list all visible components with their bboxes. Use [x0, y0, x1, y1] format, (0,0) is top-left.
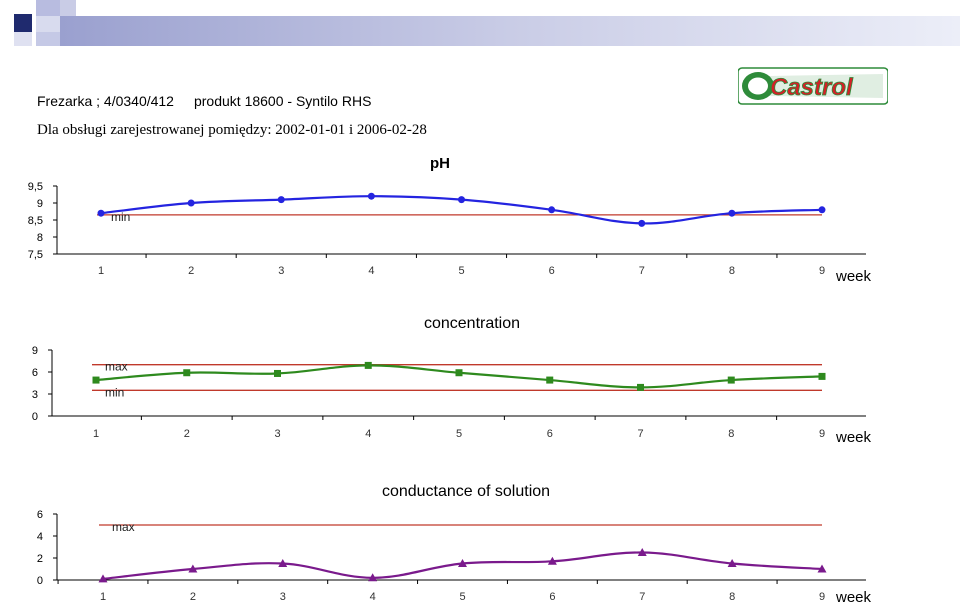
x-tick-label: 2	[188, 265, 194, 277]
period-label: Dla obsługi zarejestrowanej pomiędzy: 20…	[37, 122, 427, 138]
y-tick-label: 9	[32, 345, 38, 357]
x-tick-label: 8	[729, 265, 735, 277]
x-tick-label: 3	[278, 265, 284, 277]
y-tick-label: 0	[32, 411, 38, 423]
data-point	[637, 383, 644, 391]
y-tick-label: 6	[32, 367, 38, 379]
data-point	[548, 206, 556, 214]
concentration-chart: concentration 0 3 6 9 1 2 3 4 5 6 7 8 9 week max min	[0, 310, 960, 455]
data-point	[546, 376, 554, 384]
conductance-chart-svg: conductance of solution 0 2 4 6 1 2 3 4 5 6 7 8 9 week…	[37, 483, 872, 606]
x-tick-label: 7	[639, 265, 645, 277]
chart-title: conductance of solution	[382, 483, 550, 500]
y-tick-label: 8,5	[28, 215, 43, 227]
data-point	[547, 556, 557, 565]
x-tick-label: 3	[274, 428, 280, 440]
decorative-squares	[0, 0, 960, 48]
data-point	[183, 369, 191, 377]
x-tick-label: 5	[456, 428, 462, 440]
x-tick-label: 6	[549, 265, 555, 277]
y-tick-label: 7,5	[28, 249, 43, 261]
x-tick-label: 2	[184, 428, 190, 440]
x-tick-label: 4	[365, 428, 371, 440]
product-label: produkt 18600 - Syntilo RHS	[193, 93, 372, 109]
x-tick-label: 7	[639, 591, 645, 603]
data-point	[638, 219, 646, 227]
limit-label-max: max	[112, 520, 135, 534]
y-tick-label: 9	[37, 198, 43, 210]
limit-label-min: min	[105, 385, 124, 399]
x-tick-label: 3	[280, 591, 286, 603]
x-tick-label: 2	[190, 591, 196, 603]
data-point	[187, 199, 195, 207]
x-tick-label: 9	[819, 591, 825, 603]
x-tick-label: 9	[819, 428, 825, 440]
x-axis-label: week	[835, 268, 872, 285]
limit-label-max: max	[105, 360, 128, 374]
series-line	[95, 364, 823, 389]
data-point	[458, 559, 467, 567]
x-tick-label: 9	[819, 265, 825, 277]
y-tick-label: 0	[37, 575, 43, 587]
data-point	[364, 361, 372, 369]
data-point	[277, 196, 285, 204]
x-tick-label: 6	[549, 591, 555, 603]
data-point	[278, 559, 288, 567]
limit-label-min: min	[111, 210, 130, 224]
ph-chart-svg: pH 7,5 8 8,5 9 9,5 1 2 3 4 5 6 7 8 9 week min	[28, 155, 872, 285]
x-tick-label: 8	[728, 428, 734, 440]
data-point	[728, 209, 736, 217]
conductance-chart: conductance of solution 0 2 4 6 1 2 3 4 5 6 7 8 9 week…	[0, 478, 960, 606]
data-point	[188, 564, 198, 573]
machine-label: Frezarka ; 4/0340/412	[37, 93, 174, 109]
ph-chart: pH 7,5 8 8,5 9 9,5 1 2 3 4 5 6 7 8 9 week min	[0, 150, 960, 290]
data-point	[98, 574, 108, 583]
data-point	[818, 372, 826, 380]
x-tick-label: 4	[368, 265, 374, 277]
x-tick-label: 5	[458, 265, 464, 277]
castrol-logo: Castrol	[737, 66, 889, 106]
x-tick-label: 4	[370, 591, 376, 603]
x-tick-label: 1	[98, 265, 104, 277]
y-tick-label: 4	[37, 531, 43, 543]
x-axis-label: week	[835, 589, 872, 606]
data-point	[637, 548, 647, 556]
y-tick-label: 6	[37, 509, 43, 521]
y-tick-label: 9,5	[28, 181, 43, 193]
x-tick-label: 7	[637, 428, 643, 440]
data-point	[368, 573, 378, 582]
data-point	[92, 376, 100, 384]
x-tick-label: 1	[100, 591, 106, 603]
header-band	[0, 0, 960, 48]
x-tick-label: 8	[729, 591, 735, 603]
chart-title: pH	[430, 155, 450, 172]
data-point	[727, 559, 737, 567]
x-tick-label: 1	[93, 428, 99, 440]
page-title: Frezarka ; 4/0340/412 produkt 18600 - Syn…	[37, 93, 371, 109]
data-point	[817, 564, 827, 573]
data-point	[458, 196, 465, 204]
x-tick-label: 6	[547, 428, 553, 440]
data-point	[455, 369, 463, 377]
x-tick-label: 5	[459, 591, 465, 603]
chart-title: concentration	[424, 315, 520, 332]
y-tick-label: 8	[37, 232, 43, 244]
y-tick-label: 2	[37, 553, 43, 565]
data-point	[727, 376, 735, 384]
data-point	[274, 369, 281, 377]
data-point	[97, 209, 105, 217]
data-point	[818, 206, 826, 214]
svg-text:Castrol: Castrol	[770, 74, 854, 101]
y-tick-label: 3	[32, 389, 38, 401]
data-point	[367, 192, 375, 200]
x-axis-label: week	[835, 429, 872, 446]
